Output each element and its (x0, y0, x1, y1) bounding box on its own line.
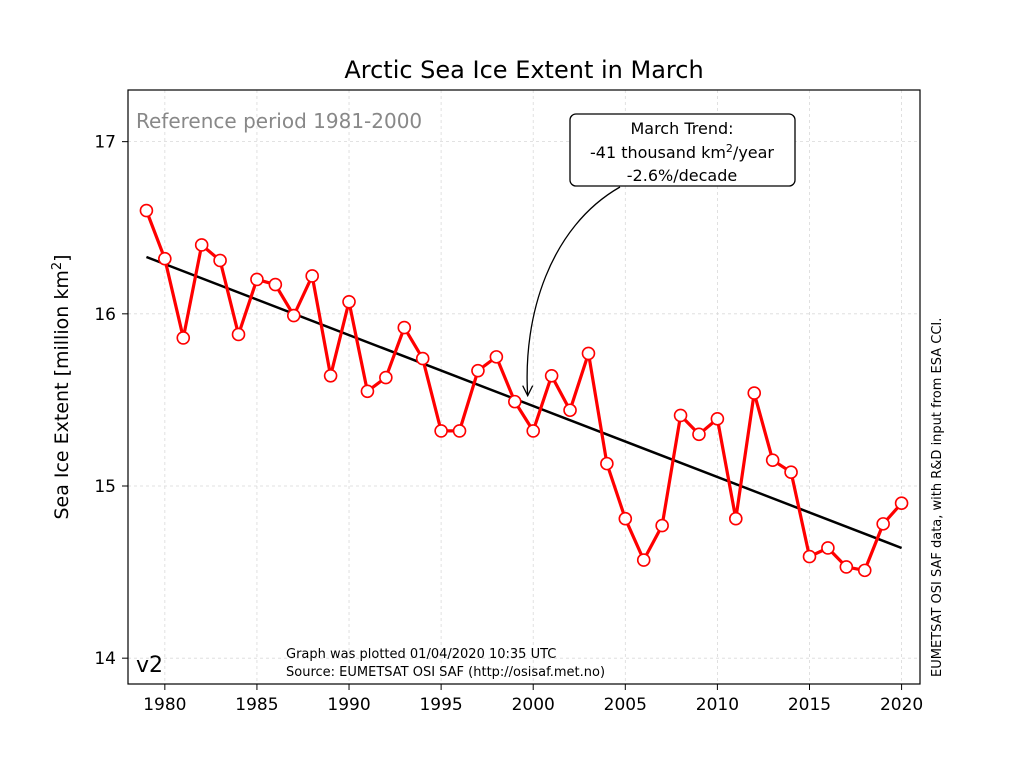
data-point (618, 511, 633, 526)
data-point (839, 560, 854, 574)
data-point (379, 370, 393, 385)
data-point (526, 424, 541, 438)
x-tick-label: 1990 (327, 695, 370, 715)
data-point (268, 277, 283, 292)
axis-ticks: 1980 1985 1990 1995 2000 2005 2010 2015 2020 14 15… (94, 133, 923, 715)
data-point (397, 320, 412, 335)
source-note: Source: EUMETSAT OSI SAF (http://osisaf.… (286, 665, 605, 680)
trend-line (145, 255, 903, 550)
data-point (323, 369, 338, 383)
data-point (471, 363, 485, 378)
data-point (176, 331, 191, 345)
x-tick-label: 2010 (696, 695, 739, 715)
data-point (636, 553, 651, 567)
data-point (452, 424, 467, 438)
data-point (286, 308, 301, 323)
y-tick-label: 15 (94, 477, 116, 497)
data-point (765, 453, 780, 467)
data-point (231, 327, 246, 342)
data-point (544, 369, 559, 383)
data-point (876, 517, 890, 531)
data-point (158, 251, 172, 266)
data-point (360, 384, 375, 399)
data-point (213, 253, 227, 268)
data-point (563, 403, 577, 418)
data-point (415, 351, 430, 366)
data-point (673, 408, 688, 423)
data-point (692, 427, 706, 442)
annotation-line-3: -2.6%/decade (627, 166, 737, 185)
version-label: v2 (136, 653, 163, 678)
data-point (194, 238, 209, 252)
annotation-box (569, 113, 796, 187)
plotted-date-note: Graph was plotted 01/04/2020 10:35 UTC (286, 647, 556, 662)
annotation-line-1: March Trend: (630, 119, 733, 138)
data-credit-note: EUMETSAT OSI SAF data, with R&D input fr… (930, 318, 945, 677)
x-tick-label: 1985 (235, 695, 278, 715)
y-tick-label: 17 (94, 133, 116, 153)
trend-annotation: March Trend: -41 thousand km2/year -2.6%… (522, 113, 796, 398)
annotation-arrowhead (522, 385, 534, 398)
data-point (729, 511, 743, 526)
y-tick-label: 14 (94, 649, 116, 669)
series-group (139, 203, 909, 578)
data-point (581, 346, 596, 361)
reference-period-label: Reference period 1981-2000 (136, 109, 422, 133)
data-point (802, 549, 817, 564)
data-point (305, 269, 319, 283)
series-line (144, 209, 903, 573)
data-point (434, 424, 448, 438)
annotation-arrow (526, 186, 621, 396)
x-tick-label: 2005 (604, 695, 647, 715)
data-point (710, 412, 725, 426)
y-tick-label: 16 (94, 305, 116, 325)
x-tick-label: 1980 (143, 695, 186, 715)
data-point (600, 456, 614, 471)
data-point (139, 203, 154, 218)
data-point (489, 350, 504, 364)
x-tick-label: 2015 (788, 695, 831, 715)
x-tick-label: 2020 (880, 695, 923, 715)
data-point (857, 563, 872, 578)
data-point (894, 496, 909, 511)
data-point (250, 272, 264, 287)
data-point (655, 518, 669, 533)
data-point (342, 294, 356, 309)
x-tick-label: 1995 (419, 695, 462, 715)
data-point (507, 394, 522, 409)
y-axis-label: Sea Ice Extent [million km2] (50, 254, 73, 519)
plot-frame (127, 89, 921, 685)
trend-line-group (145, 255, 903, 550)
x-tick-label: 2000 (512, 695, 555, 715)
annotation-line-2: -41 thousand km2/year (590, 142, 774, 162)
data-point (821, 541, 835, 555)
data-point (784, 465, 798, 480)
data-point (747, 386, 762, 400)
chart-title: Arctic Sea Ice Extent in March (344, 56, 703, 84)
